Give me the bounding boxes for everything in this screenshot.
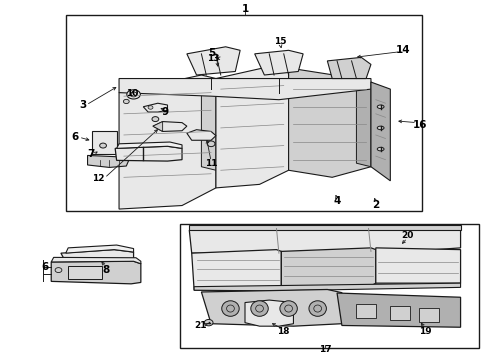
Polygon shape: [153, 122, 187, 131]
Ellipse shape: [148, 106, 153, 109]
Polygon shape: [66, 245, 134, 253]
Text: 20: 20: [401, 231, 414, 240]
Polygon shape: [371, 82, 391, 181]
Text: 8: 8: [102, 265, 110, 275]
Text: 12: 12: [92, 174, 104, 183]
Bar: [68, 266, 102, 279]
Polygon shape: [391, 306, 410, 320]
Polygon shape: [51, 257, 141, 264]
Polygon shape: [281, 248, 376, 287]
Polygon shape: [245, 300, 294, 326]
Polygon shape: [194, 283, 461, 291]
Text: 16: 16: [413, 120, 428, 130]
Text: 15: 15: [274, 37, 287, 46]
Text: 5: 5: [208, 48, 216, 58]
Polygon shape: [192, 249, 281, 291]
Polygon shape: [189, 225, 461, 230]
Text: 7: 7: [87, 149, 95, 159]
Ellipse shape: [152, 117, 159, 122]
Ellipse shape: [251, 301, 268, 316]
Text: 6: 6: [72, 132, 79, 142]
Text: 21: 21: [194, 321, 207, 330]
Polygon shape: [51, 261, 141, 284]
Text: 6: 6: [41, 262, 49, 272]
Polygon shape: [187, 47, 240, 75]
Bar: [66, 15, 422, 211]
Polygon shape: [88, 156, 129, 167]
Polygon shape: [419, 308, 439, 322]
Ellipse shape: [280, 301, 297, 316]
Text: 2: 2: [372, 200, 379, 210]
Text: 14: 14: [395, 45, 410, 55]
Polygon shape: [187, 130, 216, 140]
Polygon shape: [216, 64, 289, 188]
Polygon shape: [356, 304, 376, 318]
Ellipse shape: [309, 301, 326, 316]
Polygon shape: [327, 57, 371, 78]
Ellipse shape: [377, 105, 384, 108]
Polygon shape: [115, 146, 182, 161]
Text: 13: 13: [207, 54, 220, 63]
Polygon shape: [201, 289, 342, 326]
Ellipse shape: [207, 141, 215, 147]
Text: 9: 9: [162, 107, 169, 117]
Text: 3: 3: [79, 100, 86, 110]
Polygon shape: [153, 122, 163, 131]
Polygon shape: [119, 78, 371, 100]
Polygon shape: [289, 68, 371, 177]
Ellipse shape: [377, 147, 384, 151]
Text: 11: 11: [205, 159, 218, 168]
Text: 18: 18: [276, 327, 289, 336]
Polygon shape: [201, 78, 216, 170]
Ellipse shape: [127, 90, 140, 99]
Polygon shape: [61, 249, 134, 263]
Ellipse shape: [55, 267, 62, 273]
Polygon shape: [117, 142, 182, 148]
Ellipse shape: [123, 99, 129, 104]
Ellipse shape: [377, 126, 384, 130]
Bar: [93, 131, 117, 154]
Polygon shape: [356, 82, 371, 167]
Text: 17: 17: [319, 345, 332, 354]
Polygon shape: [337, 293, 461, 327]
Bar: [180, 224, 479, 348]
Ellipse shape: [222, 301, 239, 316]
Ellipse shape: [99, 143, 106, 148]
Ellipse shape: [204, 319, 213, 326]
Polygon shape: [143, 103, 168, 112]
Polygon shape: [119, 75, 216, 209]
Text: 19: 19: [419, 327, 432, 336]
Polygon shape: [255, 50, 303, 75]
Text: 10: 10: [126, 89, 139, 98]
Polygon shape: [189, 225, 461, 253]
Text: 1: 1: [242, 4, 248, 14]
Polygon shape: [376, 248, 461, 283]
Text: 4: 4: [333, 196, 341, 206]
